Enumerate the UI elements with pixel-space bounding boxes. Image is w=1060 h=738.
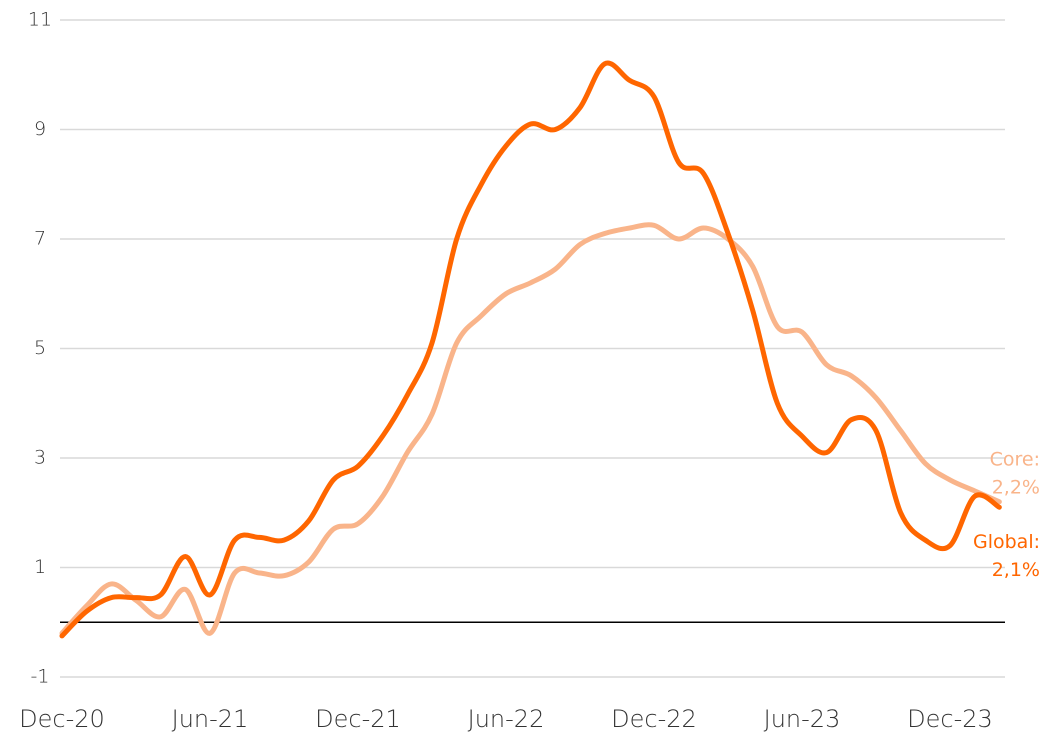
x-tick-label: Jun-23 — [764, 705, 841, 733]
x-tick-label: Dec-23 — [907, 705, 993, 733]
x-tick-label: Jun-21 — [172, 705, 249, 733]
y-tick-label: 11 — [28, 9, 52, 31]
y-tick-label: -1 — [31, 666, 50, 688]
y-tick-label: 1 — [34, 556, 46, 578]
y-tick-label: 3 — [34, 447, 46, 469]
x-tick-label: Dec-21 — [315, 705, 401, 733]
y-tick-label: 5 — [34, 337, 46, 359]
x-tick-label: Dec-20 — [19, 705, 105, 733]
end-label: 2,1% — [992, 559, 1040, 581]
series-line — [59, 222, 1002, 636]
x-tick-label: Jun-22 — [468, 705, 545, 733]
x-tick-label: Dec-22 — [611, 705, 697, 733]
y-tick-label: 9 — [34, 118, 46, 140]
y-tick-label: 7 — [34, 228, 46, 250]
end-label: Global: — [973, 531, 1040, 553]
end-label: Core: — [990, 448, 1040, 470]
end-label: 2,2% — [992, 476, 1040, 498]
series-line — [59, 60, 1002, 639]
